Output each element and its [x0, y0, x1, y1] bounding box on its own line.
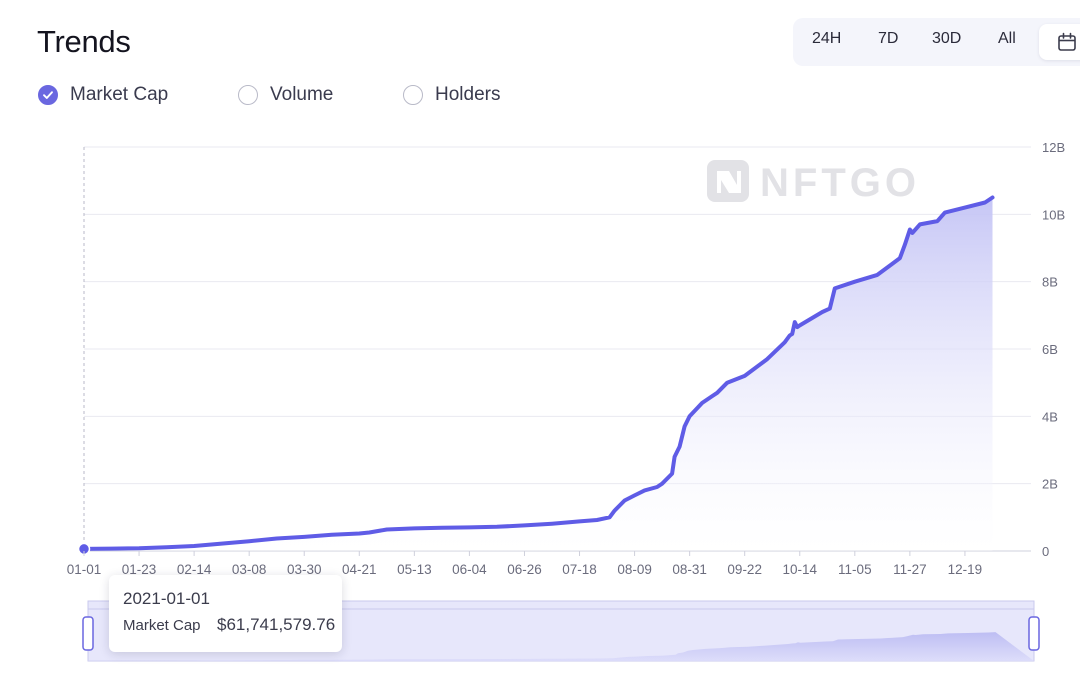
x-tick-label: 04-21 — [342, 562, 377, 577]
x-tick-label: 01-01 — [67, 562, 102, 577]
x-tick-label: 12-19 — [948, 562, 983, 577]
x-tick-label: 10-14 — [782, 562, 817, 577]
toggle-market-cap[interactable]: Market Cap — [38, 82, 168, 108]
x-tick-label: 06-26 — [507, 562, 542, 577]
chart-tooltip: 2021-01-01 Market Cap $61,741,579.76 — [109, 575, 342, 652]
x-tick-label: 08-31 — [672, 562, 707, 577]
x-tick-label: 06-04 — [452, 562, 487, 577]
tooltip-date: 2021-01-01 — [123, 589, 210, 608]
range-7d-button[interactable]: 7D — [878, 30, 899, 47]
zoom-handle-right[interactable] — [1028, 616, 1040, 651]
toggle-holders[interactable]: Holders — [403, 82, 500, 108]
y-tick-label: 4B — [1042, 409, 1058, 424]
toggle-label: Holders — [435, 84, 501, 105]
x-tick-label: 11-05 — [838, 562, 872, 577]
tooltip-value: $61,741,579.76 — [217, 615, 336, 634]
range-24h-button[interactable]: 24H — [812, 30, 842, 47]
x-tick-label: 03-30 — [287, 562, 322, 577]
calendar-button[interactable] — [1039, 24, 1080, 60]
y-tick-label: 8B — [1042, 275, 1058, 290]
x-tick-label: 09-22 — [727, 562, 762, 577]
x-tick-label: 03-08 — [232, 562, 267, 577]
toggle-volume[interactable]: Volume — [238, 82, 333, 108]
time-range-selector: 24H 7D 30D All — [793, 18, 1080, 66]
y-tick-label: 10B — [1042, 207, 1065, 222]
unchecked-circle-icon — [403, 85, 423, 105]
toggle-label: Market Cap — [70, 84, 169, 105]
x-tick-label: 08-09 — [617, 562, 652, 577]
toggle-label: Volume — [270, 84, 334, 105]
unchecked-circle-icon — [238, 85, 258, 105]
tooltip-label: Market Cap — [123, 617, 201, 634]
market-cap-area — [84, 197, 993, 551]
y-tick-label: 0 — [1042, 544, 1049, 559]
x-tick-label: 02-14 — [177, 562, 212, 577]
range-all-button[interactable]: All — [998, 30, 1016, 47]
x-tick-label: 11-27 — [893, 562, 927, 577]
page-title: Trends — [37, 24, 131, 59]
market-cap-line[interactable] — [82, 195, 995, 551]
x-tick-label: 07-18 — [562, 562, 597, 577]
nftgo-watermark: NFTGO — [707, 160, 920, 205]
watermark-text: NFTGO — [760, 161, 920, 205]
zoom-handle-left[interactable] — [82, 616, 94, 651]
checked-circle-icon — [38, 85, 58, 105]
y-tick-label: 12B — [1042, 140, 1065, 155]
x-tick-label: 05-13 — [397, 562, 432, 577]
calendar-icon — [1058, 32, 1076, 51]
y-tick-label: 6B — [1042, 342, 1058, 357]
y-tick-label: 2B — [1042, 477, 1058, 492]
x-tick-label: 01-23 — [122, 562, 157, 577]
zoom-preview-area — [88, 632, 1034, 661]
range-30d-button[interactable]: 30D — [932, 30, 962, 47]
